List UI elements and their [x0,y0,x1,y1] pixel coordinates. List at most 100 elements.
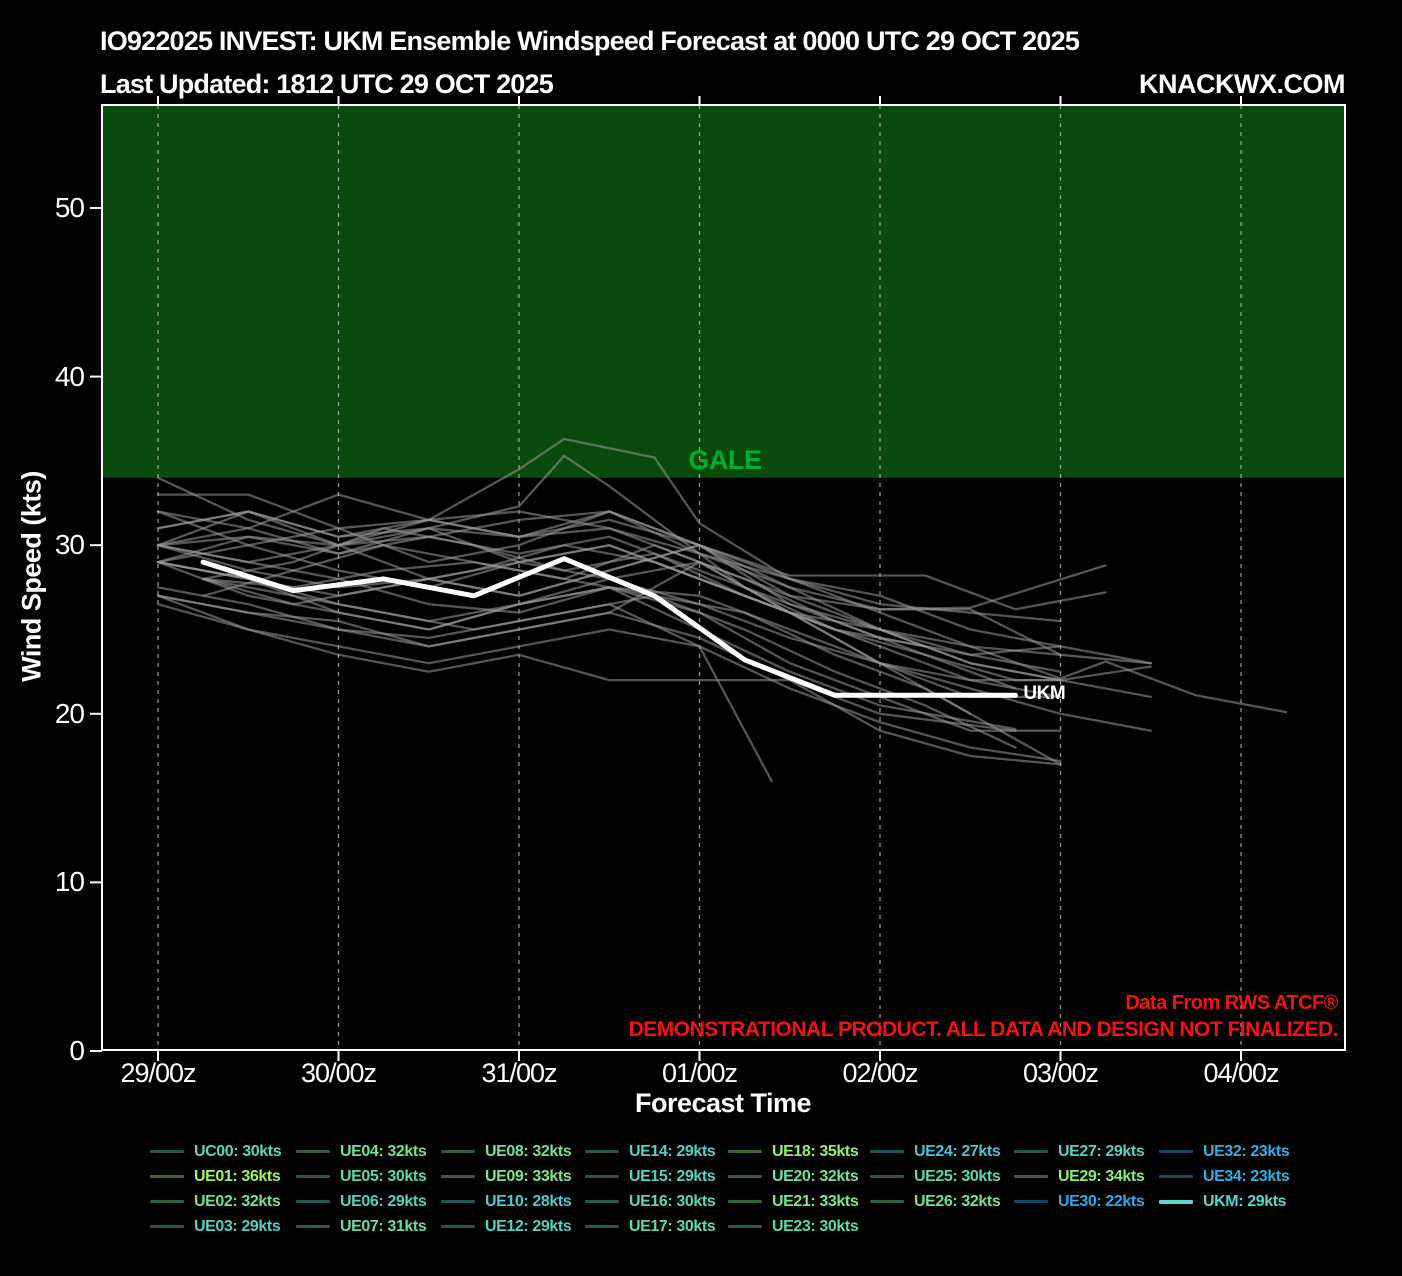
legend-column-7: UE27: 29kts UE29: 34kts UE30: 22kts [1014,1139,1145,1214]
legend-label-UE01: UE01: 36kts [194,1167,281,1185]
x-tick-label-30/00z: 30/00z [300,1058,377,1088]
legend-label-UE17: UE17: 30kts [629,1217,716,1235]
legend-label-UE05: UE05: 30kts [340,1167,427,1185]
legend-swatch-UE05 [296,1175,330,1178]
legend-label-UE15: UE15: 29kts [629,1167,716,1185]
y-tick-label-0: 0 [69,1035,85,1066]
legend-item-UE26: UE26: 32kts [870,1189,1001,1214]
legend-item-UE25: UE25: 30kts [870,1164,1001,1189]
legend-swatch-UE16 [585,1200,619,1203]
legend-column-2: UE04: 32kts UE05: 30kts UE06: 29kts UE07: 3… [296,1139,427,1239]
legend-swatch-UKM [1159,1199,1193,1204]
legend-item-UE02: UE02: 32kts [150,1189,281,1214]
legend-column-5: UE18: 35kts UE20: 32kts UE21: 33kts UE23: 3… [728,1139,859,1239]
legend-swatch-UE30 [1014,1200,1048,1203]
legend-swatch-UE25 [870,1175,904,1178]
y-axis-label: Wind Speed (kts) [16,471,47,682]
legend-item-UE17: UE17: 30kts [585,1214,716,1239]
legend-item-UE18: UE18: 35kts [728,1139,859,1164]
x-axis-label: Forecast Time [634,1088,812,1118]
legend-label-UE25: UE25: 30kts [914,1167,1001,1185]
ensemble-line-UE14 [201,560,972,715]
chart-title: IO922025 INVEST: UKM Ensemble Windspeed … [100,26,1080,56]
legend-swatch-UE17 [585,1225,619,1228]
x-tick-label-31/00z: 31/00z [481,1058,557,1088]
legend-swatch-UE09 [441,1175,475,1178]
legend-label-UE10: UE10: 28kts [485,1192,572,1210]
ensemble-line-UE18 [156,454,927,648]
legend-item-UE08: UE08: 32kts [441,1139,572,1164]
legend-label-UE27: UE27: 29kts [1058,1142,1145,1160]
legend-item-UE07: UE07: 31kts [296,1214,427,1239]
legend-label-UE23: UE23: 30kts [772,1217,859,1235]
legend-item-UE05: UE05: 30kts [296,1164,427,1189]
legend-swatch-UE04 [296,1150,330,1153]
legend-label-UE08: UE08: 32kts [485,1142,572,1160]
y-tick-label-20: 20 [54,697,85,729]
legend-column-6: UE24: 27kts UE25: 30kts UE26: 32kts [870,1139,1001,1214]
y-tick-label-30: 30 [54,529,85,561]
legend-label-UE03: UE03: 29kts [194,1217,281,1235]
legend-item-UE24: UE24: 27kts [870,1139,1001,1164]
legend-column-1: UC00: 30kts UE01: 36kts UE02: 32kts UE03: 2… [150,1139,282,1239]
legend-swatch-UE24 [870,1150,904,1153]
x-tick-label-04/00z: 04/00z [1203,1058,1279,1088]
x-tick-label-02/00z: 02/00z [842,1058,918,1088]
legend-item-UE14: UE14: 29kts [585,1139,716,1164]
legend-swatch-UE21 [728,1200,762,1203]
legend-item-UE09: UE09: 33kts [441,1164,572,1189]
legend-label-UC00: UC00: 30kts [194,1142,282,1160]
legend-item-UE20: UE20: 32kts [728,1164,859,1189]
chart-legend: UC00: 30kts UE01: 36kts UE02: 32kts UE03: 2… [0,1139,1402,1259]
legend-column-8: UE32: 23kts UE34: 23kts UKM: 29kts [1159,1139,1290,1214]
legend-column-3: UE08: 32kts UE09: 33kts UE10: 28kts UE12: 2… [441,1139,572,1239]
legend-item-UE03: UE03: 29kts [150,1214,281,1239]
gale-region [102,105,1345,478]
legend-label-UE09: UE09: 33kts [485,1167,572,1185]
legend-label-UE02: UE02: 32kts [194,1192,281,1210]
legend-label-UE21: UE21: 33kts [772,1192,859,1210]
legend-label-UE07: UE07: 31kts [340,1217,427,1235]
legend-swatch-UC00 [150,1150,184,1153]
ensemble-line-UE10 [156,594,773,783]
legend-swatch-UE12 [441,1225,475,1228]
ensemble-line-UE17 [201,544,1062,682]
legend-item-UKM: UKM: 29kts [1159,1189,1289,1214]
legend-swatch-UE18 [728,1150,762,1153]
legend-item-UE15: UE15: 29kts [585,1164,716,1189]
legend-label-UE29: UE29: 34kts [1058,1167,1145,1185]
ensemble-line-UE26 [156,510,1152,665]
ensemble-line-UE16 [156,544,1152,699]
legend-item-UE04: UE04: 32kts [296,1139,427,1164]
legend-swatch-UE23 [728,1225,762,1228]
legend-item-UE30: UE30: 22kts [1014,1189,1145,1214]
data-source-disclaimer: Data From RWS ATCF® [1125,992,1338,1014]
ukm-line-annotation: UKM [1023,683,1066,705]
legend-column-4: UE14: 29kts UE15: 29kts UE16: 30kts UE17: 3… [585,1139,716,1239]
legend-label-UE32: UE32: 23kts [1203,1142,1290,1160]
ensemble-line-UE20 [156,510,1062,656]
legend-item-UE32: UE32: 23kts [1159,1139,1290,1164]
legend-swatch-UE29 [1014,1175,1048,1178]
x-tick-label-01/00z: 01/00z [661,1058,738,1088]
legend-label-UE06: UE06: 29kts [340,1192,427,1210]
y-tick-label-50: 50 [54,192,85,223]
ensemble-line-UE24 [156,594,1062,763]
legend-swatch-UE03 [150,1225,184,1228]
legend-label-UE24: UE24: 27kts [914,1142,1001,1160]
main-line-UKM [200,556,1018,698]
legend-label-UE14: UE14: 29kts [629,1142,716,1160]
legend-item-UE21: UE21: 33kts [728,1189,859,1214]
legend-label-UE34: UE34: 23kts [1203,1167,1290,1185]
legend-swatch-UE07 [296,1225,330,1228]
ensemble-line-UE01 [156,437,1062,623]
ensemble-line-UE30 [156,603,1062,766]
legend-item-UE29: UE29: 34kts [1014,1164,1145,1189]
legend-swatch-UE06 [296,1200,330,1203]
legend-swatch-UE08 [441,1150,475,1153]
x-tick-label-29/00z: 29/00z [120,1058,196,1088]
ensemble-line-UE25 [156,544,1288,714]
legend-item-UE16: UE16: 30kts [585,1189,716,1214]
legend-label-UE04: UE04: 32kts [340,1142,427,1160]
